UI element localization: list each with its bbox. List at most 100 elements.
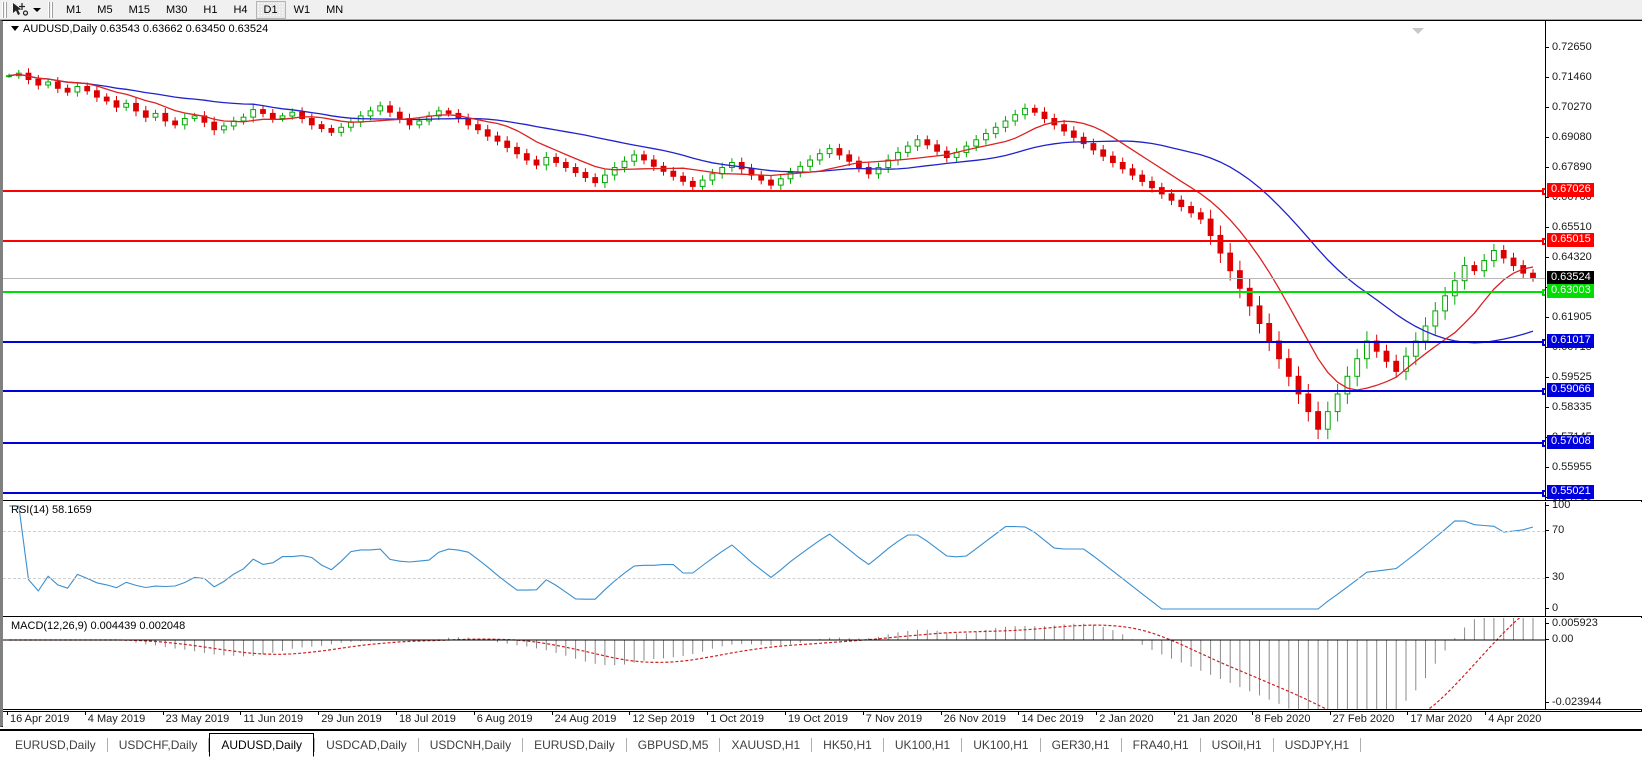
- chart-tab-uk100-h1[interactable]: UK100,H1: [973, 738, 1029, 752]
- date-tick-mark: [1174, 712, 1175, 715]
- date-tick-label: 21 Jan 2020: [1177, 713, 1238, 725]
- macd-scale: 0.005923 0.00 -0.023944: [1545, 617, 1642, 709]
- chart-tab-gbpusd-m5[interactable]: GBPUSD,M5: [637, 738, 709, 752]
- date-tick-mark: [862, 712, 864, 715]
- price-tag-pivot[interactable]: 0.63003: [1547, 283, 1594, 298]
- date-tick-label: 14 Dec 2019: [1021, 713, 1084, 725]
- timeframe-button-m5[interactable]: M5: [97, 3, 113, 16]
- chart-tab-usdcad-daily[interactable]: USDCAD,Daily: [326, 738, 407, 752]
- toolbar-separator: [48, 1, 54, 18]
- rsi-level-30: [3, 578, 1545, 579]
- price-plot[interactable]: [3, 21, 1545, 500]
- date-tick-mark: [473, 712, 475, 715]
- price-scale[interactable]: 0.72650 0.71460 0.70270 0.69080 0.67890 0.667…: [1545, 21, 1642, 503]
- chart-container[interactable]: AUDUSD,Daily 0.63543 0.63662 0.63450 0.6…: [0, 20, 1642, 727]
- price-tag-support[interactable]: 0.55021: [1547, 484, 1594, 499]
- chart-tab-eurusd-daily[interactable]: EURUSD,Daily: [534, 738, 615, 752]
- chart-tab-usdjpy-h1[interactable]: USDJPY,H1: [1284, 738, 1350, 752]
- date-tick-mark: [629, 712, 631, 715]
- rsi-tick-label: 0: [1546, 602, 1558, 614]
- level-line-0.65015[interactable]: [3, 238, 1549, 246]
- price-tag-resistance[interactable]: 0.65015: [1547, 233, 1594, 248]
- timeframe-button-group: M1 M5 M15 M30 H1 H4 D1 W1 MN: [58, 0, 351, 19]
- rsi-pane[interactable]: RSI(14) 58.1659 100 70 30 0: [3, 499, 1642, 617]
- timeframe-button-m15[interactable]: M15: [128, 3, 150, 16]
- toolbar-grip[interactable]: [2, 1, 7, 18]
- date-tick-label: 1 Oct 2019: [710, 713, 765, 725]
- rsi-tick-label: 30: [1546, 571, 1564, 583]
- rsi-tick-label: 100: [1546, 499, 1570, 511]
- date-tick-label: 19 Oct 2019: [788, 713, 848, 725]
- price-tag-last-price[interactable]: 0.63524: [1547, 270, 1594, 285]
- cursor-crosshair-icon[interactable]: [10, 1, 30, 19]
- price-tag-support[interactable]: 0.61017: [1547, 333, 1594, 348]
- chart-tab-ger30-h1[interactable]: GER30,H1: [1051, 738, 1110, 752]
- tab-divider: [1039, 738, 1041, 752]
- price-tick-label: 0.61905: [1546, 311, 1592, 323]
- price-tag-resistance[interactable]: 0.67026: [1547, 182, 1594, 197]
- chart-tab-uk100-h1[interactable]: UK100,H1: [894, 738, 951, 752]
- tab-divider: [1120, 738, 1122, 752]
- chart-tab-hk50-h1[interactable]: HK50,H1: [823, 738, 872, 752]
- date-tick-label: 11 Jun 2019: [243, 713, 304, 725]
- timeframe-button-m30[interactable]: M30: [165, 3, 188, 16]
- date-tick-label: 2 Jan 2020: [1099, 713, 1154, 725]
- tab-divider: [961, 738, 963, 752]
- price-tag-support[interactable]: 0.59066: [1547, 382, 1594, 397]
- level-line-0.63003[interactable]: [3, 288, 1549, 296]
- level-line-0.59066[interactable]: [3, 387, 1549, 395]
- timeframe-button-h1[interactable]: H1: [203, 3, 218, 16]
- macd-plot[interactable]: [3, 618, 1545, 709]
- level-line-0.61017[interactable]: [3, 338, 1549, 346]
- date-axis[interactable]: 16 Apr 2019 4 May 2019 23 May 2019 11 Jun 2…: [3, 711, 1642, 727]
- chart-tab-usdcnh-daily[interactable]: USDCNH,Daily: [429, 738, 512, 752]
- timeframe-button-m1[interactable]: M1: [66, 3, 82, 16]
- scroll-indicator-icon: [1412, 28, 1424, 34]
- date-tick-label: 24 Aug 2019: [554, 713, 617, 725]
- timeframe-button-d1[interactable]: D1: [255, 0, 286, 19]
- chart-tab-usoil-h1[interactable]: USOil,H1: [1211, 738, 1262, 752]
- date-tick-mark: [940, 712, 942, 715]
- level-line-0.67026[interactable]: [3, 187, 1549, 195]
- timeframe-toolbar: M1 M5 M15 M30 H1 H4 D1 W1 MN: [0, 0, 1642, 20]
- chart-tab-xauusd-h1[interactable]: XAUUSD,H1: [731, 738, 801, 752]
- date-tick-label: 16 Apr 2019: [10, 713, 70, 725]
- macd-pane-label: MACD(12,26,9) 0.004439 0.002048: [11, 620, 186, 632]
- date-tick-mark: [1407, 712, 1409, 715]
- price-tick-label: 0.58335: [1546, 401, 1592, 413]
- chart-tab-fra40-h1[interactable]: FRA40,H1: [1132, 738, 1189, 752]
- date-tick-mark: [1329, 712, 1331, 715]
- chart-tab-usdchf-daily[interactable]: USDCHF,Daily: [118, 738, 198, 752]
- tab-divider: [417, 738, 419, 752]
- level-line-0.55021[interactable]: [3, 489, 1549, 497]
- chart-tab-audusd-daily[interactable]: AUDUSD,Daily: [209, 733, 315, 757]
- price-pane[interactable]: AUDUSD,Daily 0.63543 0.63662 0.63450 0.6…: [3, 21, 1642, 503]
- date-tick-label: 8 Feb 2020: [1254, 713, 1311, 725]
- chevron-down-icon[interactable]: [30, 1, 44, 19]
- last-price-line: [3, 277, 1545, 279]
- timeframe-button-mn[interactable]: MN: [326, 3, 344, 16]
- macd-pane[interactable]: MACD(12,26,9) 0.004439 0.002048 0.005923…: [3, 617, 1642, 710]
- macd-histogram-series: [3, 618, 1545, 709]
- price-tick-label: 0.65510: [1546, 221, 1592, 233]
- chart-tab-bar[interactable]: EURUSD,Daily USDCHF,Daily AUDUSD,Daily USDC…: [0, 729, 1642, 758]
- rsi-level-70: [3, 531, 1545, 532]
- chart-tab-eurusd-daily[interactable]: EURUSD,Daily: [15, 738, 96, 752]
- rsi-tick-label: 70: [1546, 524, 1564, 536]
- tab-divider: [208, 738, 210, 752]
- collapse-triangle-icon[interactable]: [11, 26, 19, 31]
- price-tag-support[interactable]: 0.57008: [1547, 434, 1594, 449]
- tab-divider: [106, 738, 108, 752]
- date-tick-label: 26 Nov 2019: [943, 713, 1006, 725]
- date-tick-mark: [7, 712, 8, 715]
- level-line-0.57008[interactable]: [3, 439, 1549, 447]
- rsi-plot[interactable]: [3, 502, 1545, 616]
- price-tick-label: 0.59525: [1546, 371, 1592, 383]
- tab-divider: [1272, 738, 1274, 752]
- timeframe-button-h4[interactable]: H4: [233, 3, 248, 16]
- price-tick-label: 0.69080: [1546, 131, 1592, 143]
- rsi-scale: 100 70 30 0: [1545, 499, 1642, 616]
- timeframe-button-w1[interactable]: W1: [293, 3, 311, 16]
- tab-divider: [314, 738, 316, 752]
